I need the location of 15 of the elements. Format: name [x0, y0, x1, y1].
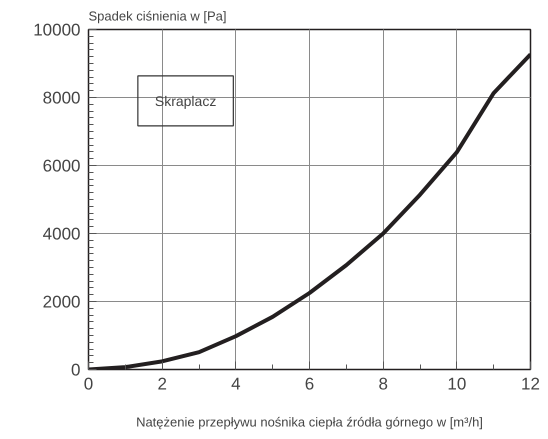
y-tick-label: 6000: [42, 156, 81, 176]
x-tick-label: 0: [84, 374, 94, 394]
x-tick-label: 8: [378, 374, 388, 394]
y-tick-label: 4000: [42, 224, 81, 244]
x-tick-label: 4: [231, 374, 241, 394]
y-tick-label: 2000: [42, 292, 81, 312]
x-tick-label: 6: [304, 374, 314, 394]
x-tick-label: 10: [447, 374, 466, 394]
x-axis-title: Natężenie przepływu nośnika ciepła źródła górnego w [m³/h]: [136, 414, 483, 430]
y-tick-label: 8000: [42, 88, 81, 108]
x-tick-label: 12: [521, 374, 540, 394]
y-axis-title: Spadek ciśnienia w [Pa]: [88, 8, 227, 24]
y-tick-label: 10000: [33, 20, 81, 40]
y-tick-label: 0: [71, 360, 81, 380]
x-tick-label: 2: [157, 374, 167, 394]
